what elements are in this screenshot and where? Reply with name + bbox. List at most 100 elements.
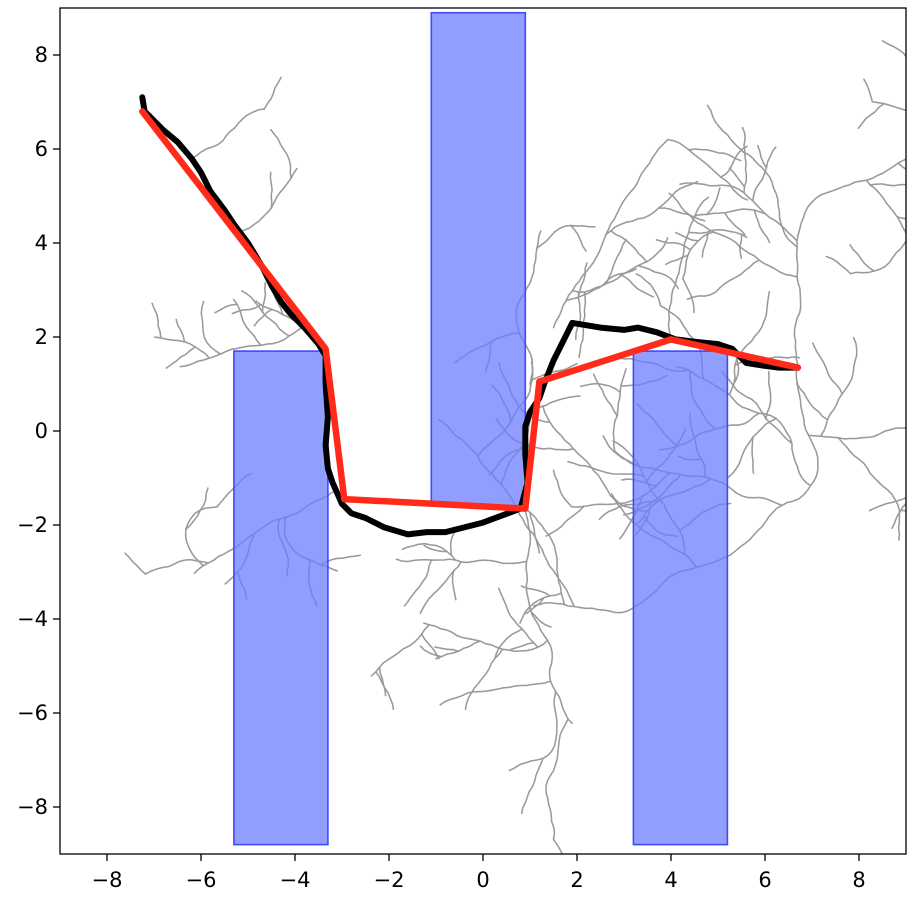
- tree-branch: [688, 148, 742, 162]
- tree-branch: [419, 561, 462, 615]
- tree-branch: [184, 506, 218, 567]
- obstacle-layer: [233, 11, 729, 846]
- tree-branch: [270, 128, 292, 179]
- y-tick-label: 0: [35, 419, 48, 443]
- tree-branch: [807, 427, 906, 440]
- tree-branch: [605, 180, 699, 236]
- y-tick-label: −2: [17, 513, 48, 537]
- obstacle-rect: [632, 350, 729, 846]
- tree-branch: [751, 436, 755, 474]
- tree-branch: [370, 624, 431, 677]
- tree-branch: [706, 104, 799, 248]
- tree-branch: [610, 230, 648, 263]
- tree-branch: [727, 417, 777, 479]
- tree-branch: [237, 167, 299, 235]
- tree-branch: [849, 239, 906, 275]
- tree-branch: [509, 641, 535, 651]
- tree-branch: [400, 542, 457, 561]
- tree-branch: [687, 228, 748, 239]
- tree-branch: [728, 167, 746, 188]
- tree-branch: [637, 264, 680, 290]
- tree-branch: [694, 208, 767, 217]
- tree-branch: [795, 382, 829, 421]
- tree-branch: [567, 460, 645, 478]
- tree-branch: [552, 469, 573, 508]
- tree-branch: [675, 231, 700, 242]
- x-tick-label: 8: [852, 868, 865, 892]
- tree-branch: [532, 364, 819, 614]
- tree-branch: [493, 628, 524, 660]
- tree-branch: [728, 290, 771, 396]
- tree-branch: [524, 507, 566, 606]
- tree-branch: [464, 648, 504, 711]
- tree-branch: [552, 138, 669, 329]
- tree-branch: [579, 382, 622, 393]
- tree-branch: [232, 298, 262, 347]
- tree-branch: [241, 290, 290, 337]
- tree-branch: [154, 336, 210, 360]
- tree-branch: [868, 496, 906, 512]
- raw-path-line: [139, 94, 801, 538]
- tree-branch: [865, 179, 906, 237]
- tree-branch: [592, 373, 619, 417]
- tree-branch: [151, 302, 162, 339]
- tree-branch: [123, 551, 147, 575]
- tree-branch: [574, 291, 582, 341]
- y-tick-label: −8: [17, 795, 48, 819]
- tree-branch: [422, 622, 549, 653]
- obstacle-rect: [233, 350, 329, 846]
- tree-branch: [657, 207, 706, 222]
- y-tick-label: 8: [35, 43, 48, 67]
- tree-branch: [508, 690, 558, 772]
- tree-branch: [528, 606, 552, 628]
- tree-branch: [681, 231, 715, 280]
- tree-branch: [525, 596, 545, 615]
- tree-branch: [723, 212, 746, 236]
- tree-branch: [618, 273, 655, 298]
- tree-branch: [741, 126, 748, 194]
- tree-branch: [825, 255, 852, 275]
- tree-branch: [423, 544, 448, 553]
- tree-branch: [519, 592, 563, 624]
- tree-branch: [881, 39, 906, 58]
- obstacle-rect: [430, 11, 527, 507]
- y-axis-ticks: −8 −6 −4 −2 0 2 4 6 8: [17, 43, 60, 819]
- x-tick-label: 0: [476, 868, 489, 892]
- tree-branch: [793, 158, 906, 367]
- tree-branch: [756, 145, 768, 169]
- tree-branch: [552, 838, 564, 854]
- x-tick-label: −2: [374, 868, 405, 892]
- tree-branch: [681, 277, 695, 314]
- x-tick-label: −8: [92, 868, 123, 892]
- x-tick-label: 6: [758, 868, 771, 892]
- y-tick-label: 4: [35, 231, 48, 255]
- tree-branch: [520, 757, 544, 815]
- x-tick-label: −4: [280, 868, 311, 892]
- tree-branch: [570, 224, 587, 252]
- tree-branch: [668, 192, 798, 278]
- tree-branch: [655, 239, 692, 251]
- tree-branch: [531, 362, 578, 381]
- tree-branch: [529, 511, 541, 555]
- tree-branch: [664, 254, 689, 266]
- y-tick-label: −6: [17, 701, 48, 725]
- tree-branch: [434, 646, 460, 653]
- tree-branch: [811, 341, 844, 395]
- tree-branch: [263, 76, 282, 110]
- tree-branch: [451, 570, 457, 602]
- tree-branch: [751, 145, 778, 202]
- tree-branch: [520, 585, 551, 597]
- tree-branch: [701, 232, 709, 258]
- x-tick-label: 4: [664, 868, 677, 892]
- tree-branch: [434, 640, 481, 660]
- tree-branch: [439, 680, 552, 706]
- tree-branch: [190, 108, 266, 160]
- tree-branch: [721, 370, 793, 445]
- tree-branch: [871, 100, 906, 112]
- tree-branch: [706, 187, 721, 216]
- tree-branch: [231, 303, 262, 315]
- tree-branch: [269, 171, 273, 209]
- tree-branch: [849, 244, 876, 272]
- tree-branch: [545, 505, 585, 537]
